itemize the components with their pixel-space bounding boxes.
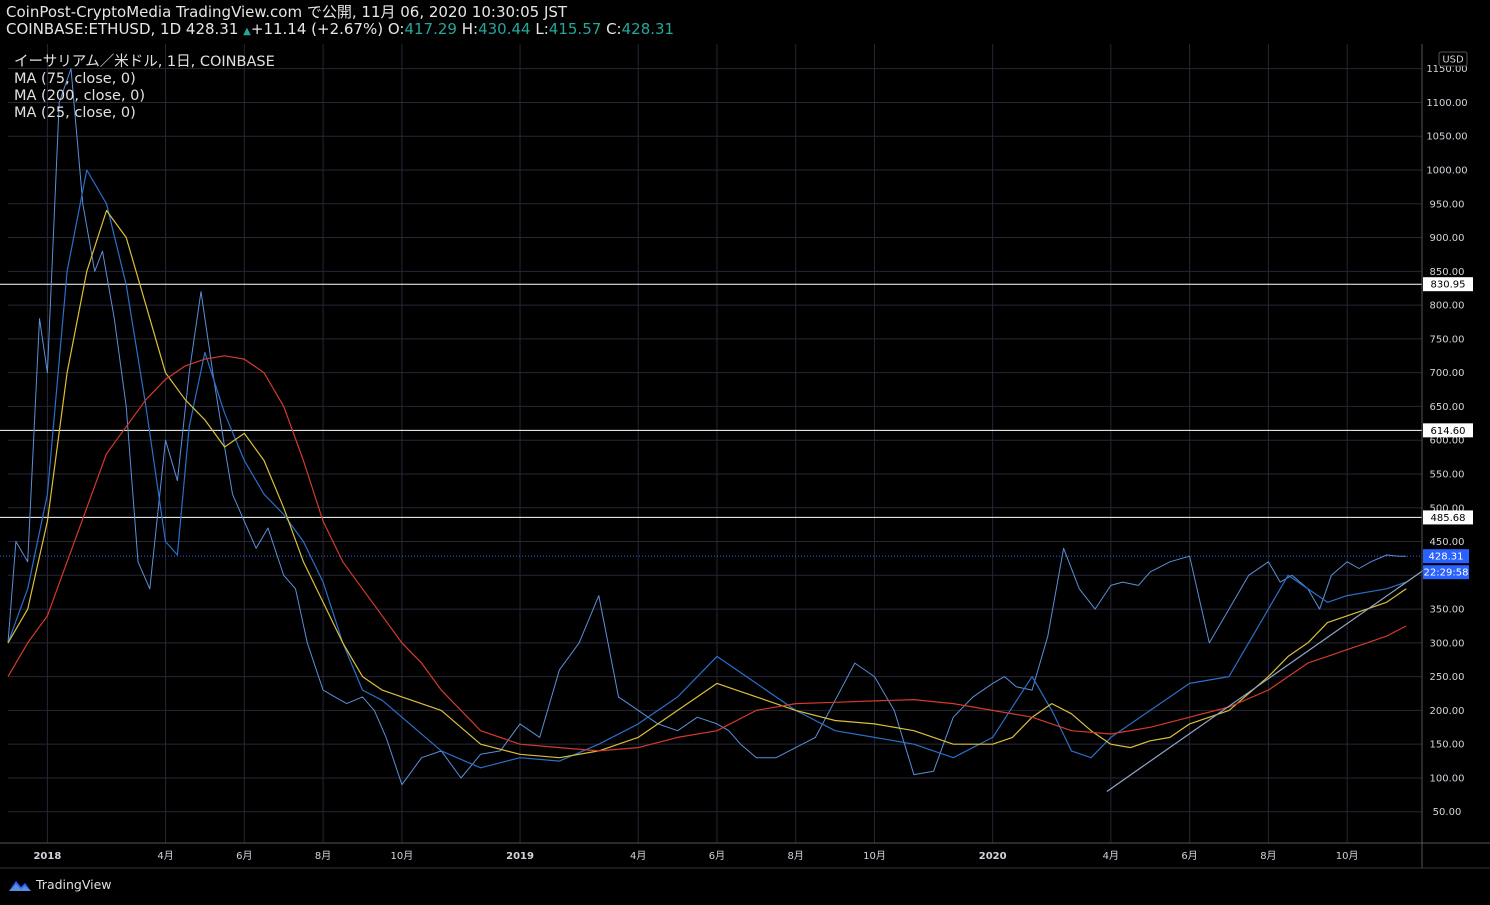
ma-75-line — [7, 209, 1407, 759]
tradingview-footer[interactable]: TradingView — [8, 877, 112, 892]
price-tick-label: 900.00 — [1430, 233, 1465, 244]
time-tick-label: 10月 — [391, 850, 414, 862]
time-tick-label: 6月 — [709, 850, 725, 862]
price-axis[interactable]: 50.00 100.00 150.00 200.00 250.00 300.00 350.0… — [1426, 64, 1467, 818]
chart-series — [7, 68, 1427, 792]
low-label: L: — [535, 20, 549, 38]
open-label: O: — [387, 20, 405, 38]
last-price-tag — [1423, 549, 1469, 564]
time-tick-label: 4月 — [157, 850, 173, 862]
time-tick-label: 2019 — [506, 851, 534, 862]
time-tick-label: 2020 — [979, 851, 1007, 862]
time-tick-label: 8月 — [315, 850, 331, 862]
legend-ma-200[interactable]: MA (200, close, 0) — [14, 88, 146, 104]
open-value: 417.29 — [404, 20, 457, 38]
price-tick-label: 950.00 — [1430, 199, 1465, 210]
price-tick-label: 600.00 — [1430, 436, 1465, 447]
price-tick-label: 450.00 — [1430, 537, 1465, 548]
time-tick-label: 6月 — [1181, 850, 1197, 862]
close-label: C: — [606, 20, 622, 38]
price-tick-label: 800.00 — [1430, 301, 1465, 312]
time-tick-label: 4月 — [1103, 850, 1119, 862]
trend-line — [1106, 568, 1427, 792]
time-axis[interactable]: 2018 4月 6月 8月 10月 2019 4月 6月 8月 10月 2020 4月 6月 8月 10月 — [33, 850, 1358, 862]
price-tick-label: 1100.00 — [1426, 98, 1467, 109]
level-price-label: 614.60 — [1431, 426, 1466, 437]
countdown-tag — [1423, 565, 1469, 580]
level-price-tag — [1423, 423, 1473, 438]
price-tick-label: 850.00 — [1430, 267, 1465, 278]
level-price-tag — [1423, 277, 1473, 292]
tradingview-brand: TradingView — [36, 877, 112, 892]
time-tick-label: 10月 — [863, 850, 886, 862]
time-tick-label: 10月 — [1336, 850, 1359, 862]
chart-header: CoinPost-CryptoMedia TradingView.com で公開… — [6, 4, 674, 40]
time-tick-label: 4月 — [630, 850, 646, 862]
level-price-label: 830.95 — [1431, 280, 1466, 291]
price-tick-label: 200.00 — [1430, 706, 1465, 717]
price-tick-label: 1000.00 — [1426, 166, 1467, 177]
time-tick-label: 6月 — [236, 850, 252, 862]
price-tick-label: 750.00 — [1430, 334, 1465, 345]
price-change: +11.14 (+2.67%) — [250, 20, 384, 38]
level-price-tag — [1423, 510, 1473, 525]
last-price-label: 428.31 — [1429, 552, 1464, 563]
legend-ma-25[interactable]: MA (25, close, 0) — [14, 105, 136, 121]
time-tick-label: 8月 — [1260, 850, 1276, 862]
ma-200-line — [7, 355, 1407, 752]
currency-badge[interactable]: USD — [1438, 51, 1468, 67]
legend-symbol-title[interactable]: イーサリアム／米ドル, 1日, COINBASE — [14, 54, 275, 70]
price-tick-label: 350.00 — [1430, 605, 1465, 616]
symbol-label: COINBASE:ETHUSD, 1D 428.31 — [6, 20, 239, 38]
chart-grid — [8, 44, 1422, 843]
price-tick-label: 50.00 — [1433, 807, 1462, 818]
price-series — [7, 68, 1407, 786]
legend-ma-75[interactable]: MA (75, close, 0) — [14, 71, 136, 87]
ohlc-line: COINBASE:ETHUSD, 1D 428.31 ▲+11.14 (+2.6… — [6, 21, 674, 40]
currency-badge-label: USD — [1442, 55, 1464, 66]
publish-info: CoinPost-CryptoMedia TradingView.com で公開… — [6, 3, 568, 21]
price-tick-label: 100.00 — [1430, 773, 1465, 784]
price-tick-label: 650.00 — [1430, 402, 1465, 413]
high-label: H: — [461, 20, 479, 38]
price-tick-label: 500.00 — [1430, 503, 1465, 514]
price-tick-label: 1050.00 — [1426, 132, 1467, 143]
level-price-label: 485.68 — [1431, 513, 1466, 524]
price-tick-label: 300.00 — [1430, 638, 1465, 649]
price-tick-label: 150.00 — [1430, 740, 1465, 751]
time-tick-label: 2018 — [33, 851, 61, 862]
price-tick-label: 250.00 — [1430, 672, 1465, 683]
time-tick-label: 8月 — [788, 850, 804, 862]
price-tick-label: 550.00 — [1430, 469, 1465, 480]
indicator-legend: イーサリアム／米ドル, 1日, COINBASE MA (75, close, … — [14, 54, 275, 122]
horizontal-levels — [0, 283, 1422, 557]
low-value: 415.57 — [548, 20, 602, 38]
price-tags: 830.95 614.60 485.68 428.31 22:29:58 — [1423, 277, 1473, 580]
high-value: 430.44 — [478, 20, 531, 38]
price-tick-label: 700.00 — [1430, 368, 1465, 379]
up-arrow-icon: ▲ — [243, 26, 251, 37]
close-value: 428.31 — [621, 20, 675, 38]
countdown-label: 22:29:58 — [1424, 568, 1469, 579]
price-tick-label: 1150.00 — [1426, 64, 1467, 75]
tradingview-logo-icon — [9, 880, 31, 891]
chart-frame — [0, 44, 1490, 869]
ma-25-line — [7, 169, 1407, 769]
